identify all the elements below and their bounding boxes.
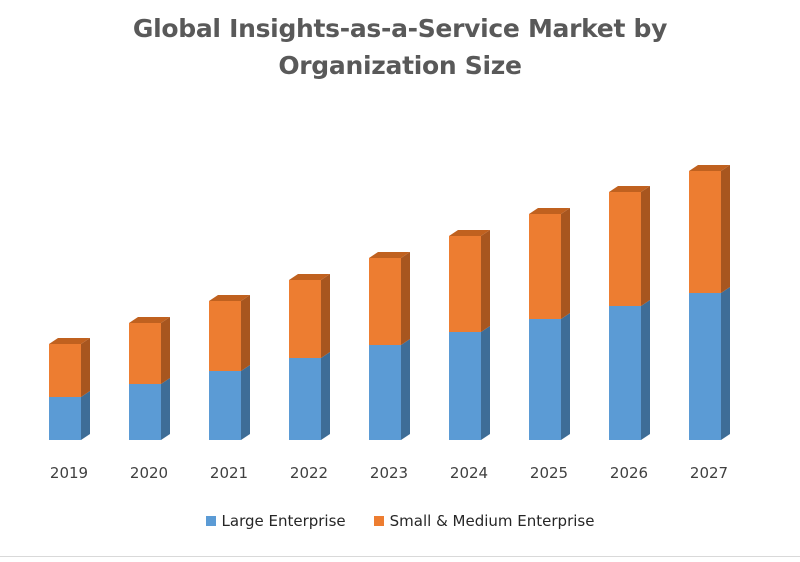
chart-title-line-1: Global Insights-as-a-Service Market by	[132, 14, 668, 43]
bar-side-large-enterprise-2025	[561, 313, 570, 440]
bar-top-2025	[529, 208, 570, 214]
bar-small-medium-enterprise-2025	[529, 214, 561, 319]
bar-side-small-medium-enterprise-2025	[561, 208, 570, 319]
chart-title: Global Insights-as-a-Service Market by O…	[0, 10, 800, 84]
legend-swatch-large-enterprise	[205, 516, 216, 526]
bar-large-enterprise-2025	[529, 319, 561, 440]
chart-plot: 2019 2020 2021 2022 2023 2024 2025 2026 2027	[49, 165, 730, 482]
bar-side-large-enterprise-2026	[641, 300, 650, 440]
bar-large-enterprise-2022	[289, 358, 321, 440]
bar-top-2021	[209, 295, 250, 301]
x-tick-label-2025: 2025	[530, 464, 568, 482]
bar-small-medium-enterprise-2022	[289, 280, 321, 358]
legend-item-small-medium-enterprise: Small & Medium Enterprise	[373, 512, 595, 530]
bar-small-medium-enterprise-2023	[369, 258, 401, 345]
bar-side-small-medium-enterprise-2026	[641, 186, 650, 306]
bar-large-enterprise-2023	[369, 345, 401, 440]
bar-large-enterprise-2027	[689, 293, 721, 440]
bar-small-medium-enterprise-2021	[209, 301, 241, 371]
chart-legend: Large Enterprise Small & Medium Enterpri…	[0, 512, 800, 530]
bar-large-enterprise-2020	[129, 384, 161, 440]
bar-top-2027	[689, 165, 730, 171]
bar-top-2024	[449, 230, 490, 236]
bar-side-large-enterprise-2020	[161, 378, 170, 440]
bar-large-enterprise-2024	[449, 332, 481, 440]
bar-side-small-medium-enterprise-2019	[81, 338, 90, 397]
bar-top-2022	[289, 274, 330, 280]
bar-small-medium-enterprise-2027	[689, 171, 721, 293]
legend-label-small-medium-enterprise: Small & Medium Enterprise	[389, 512, 595, 530]
bar-side-large-enterprise-2023	[401, 339, 410, 440]
x-tick-label-2020: 2020	[130, 464, 168, 482]
x-tick-label-2026: 2026	[610, 464, 648, 482]
bar-side-small-medium-enterprise-2023	[401, 252, 410, 345]
bar-top-2020	[129, 317, 170, 323]
bar-side-small-medium-enterprise-2020	[161, 317, 170, 384]
legend-item-large-enterprise: Large Enterprise	[205, 512, 346, 530]
x-tick-label-2023: 2023	[370, 464, 408, 482]
bar-side-large-enterprise-2019	[81, 391, 90, 440]
chart-title-line-2: Organization Size	[278, 51, 522, 80]
bar-large-enterprise-2019	[49, 397, 81, 440]
bar-large-enterprise-2021	[209, 371, 241, 440]
bar-small-medium-enterprise-2026	[609, 192, 641, 306]
bar-small-medium-enterprise-2019	[49, 344, 81, 397]
bar-side-small-medium-enterprise-2022	[321, 274, 330, 358]
bar-side-large-enterprise-2024	[481, 326, 490, 440]
bar-small-medium-enterprise-2020	[129, 323, 161, 384]
x-tick-label-2019: 2019	[50, 464, 88, 482]
bar-side-small-medium-enterprise-2027	[721, 165, 730, 293]
bar-small-medium-enterprise-2024	[449, 236, 481, 332]
bar-large-enterprise-2026	[609, 306, 641, 440]
x-tick-label-2027: 2027	[690, 464, 728, 482]
bar-side-large-enterprise-2021	[241, 365, 250, 440]
bar-side-large-enterprise-2027	[721, 287, 730, 440]
bar-top-2023	[369, 252, 410, 258]
bar-top-2019	[49, 338, 90, 344]
bar-side-small-medium-enterprise-2024	[481, 230, 490, 332]
bar-side-large-enterprise-2022	[321, 352, 330, 440]
bar-top-2026	[609, 186, 650, 192]
bottom-divider	[0, 556, 800, 557]
x-tick-label-2024: 2024	[450, 464, 488, 482]
x-tick-label-2021: 2021	[210, 464, 248, 482]
legend-swatch-small-medium-enterprise	[373, 516, 384, 526]
bar-side-small-medium-enterprise-2021	[241, 295, 250, 371]
x-tick-label-2022: 2022	[290, 464, 328, 482]
legend-label-large-enterprise: Large Enterprise	[221, 512, 346, 530]
